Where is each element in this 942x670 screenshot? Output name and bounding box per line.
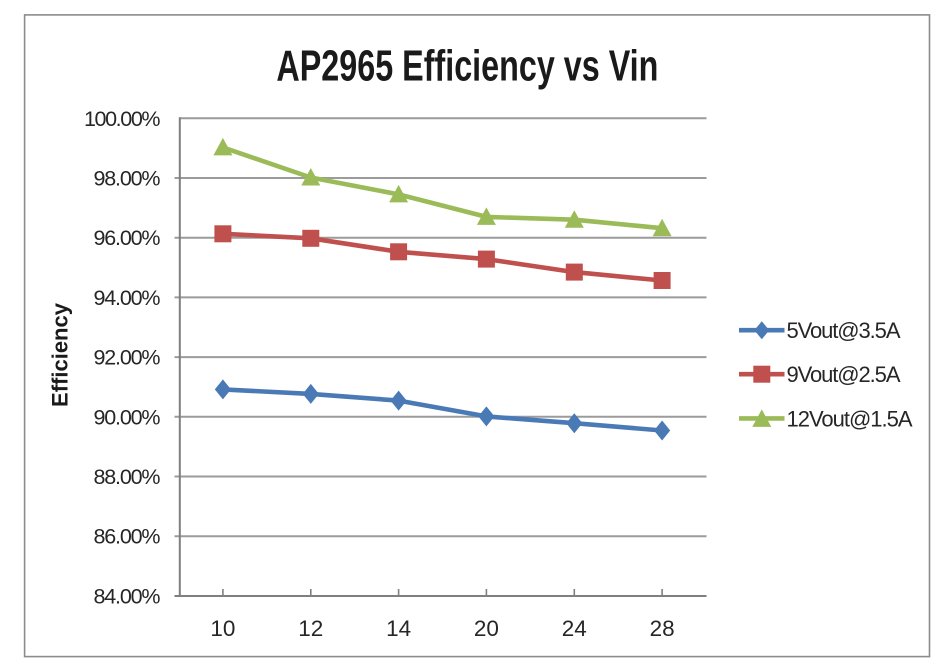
svg-text:88.00%: 88.00% [94,465,161,489]
svg-text:14: 14 [386,616,411,641]
svg-text:92.00%: 92.00% [94,346,161,370]
svg-text:90.00%: 90.00% [94,405,161,429]
svg-text:5Vout@3.5A: 5Vout@3.5A [787,318,901,343]
svg-text:94.00%: 94.00% [94,286,161,310]
svg-text:AP2965 Efficiency vs Vin: AP2965 Efficiency vs Vin [276,41,658,90]
svg-text:86.00%: 86.00% [94,525,161,549]
svg-text:20: 20 [474,616,499,641]
svg-text:98.00%: 98.00% [94,167,161,191]
svg-text:12: 12 [298,616,323,641]
svg-text:100.00%: 100.00% [84,107,161,131]
svg-text:96.00%: 96.00% [94,226,161,250]
svg-text:10: 10 [210,616,235,641]
svg-text:84.00%: 84.00% [94,584,161,608]
svg-text:12Vout@1.5A: 12Vout@1.5A [787,406,913,431]
svg-text:28: 28 [650,616,675,641]
svg-text:Efficiency: Efficiency [48,302,73,407]
svg-text:24: 24 [562,616,587,641]
svg-text:9Vout@2.5A: 9Vout@2.5A [787,362,901,387]
